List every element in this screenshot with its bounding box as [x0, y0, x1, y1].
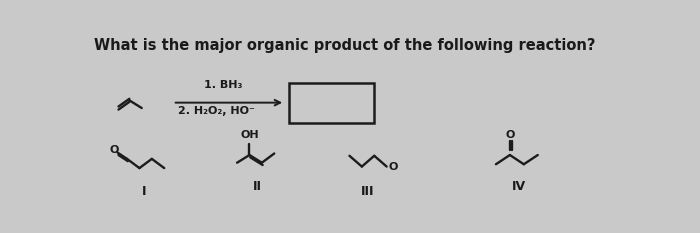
Text: 2. H₂O₂, HO⁻: 2. H₂O₂, HO⁻ [178, 106, 256, 116]
Text: What is the major organic product of the following reaction?: What is the major organic product of the… [94, 38, 595, 53]
Text: III: III [361, 185, 374, 198]
Text: O: O [505, 130, 514, 140]
Text: IV: IV [512, 180, 526, 193]
Text: 1. BH₃: 1. BH₃ [204, 80, 242, 90]
Text: O: O [110, 145, 119, 155]
Text: I: I [142, 185, 146, 198]
Bar [289, 83, 374, 123]
Text: O: O [389, 162, 398, 172]
Text: OH: OH [240, 130, 259, 140]
Text: II: II [253, 180, 262, 193]
